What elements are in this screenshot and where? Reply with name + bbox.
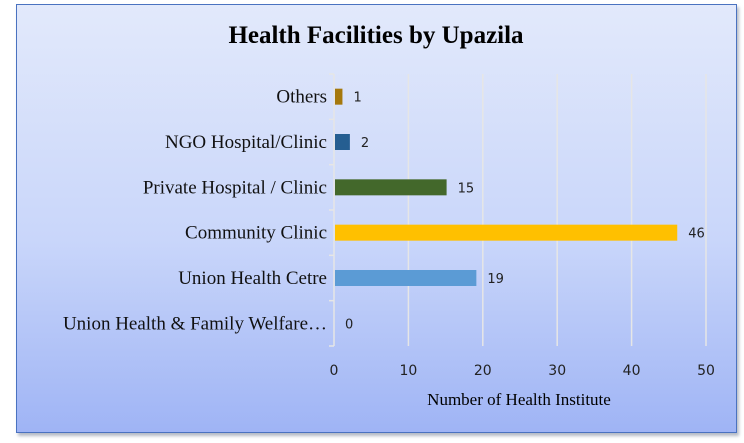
- category-label: Union Health Cetre: [178, 268, 327, 289]
- chart-frame: [16, 4, 737, 433]
- data-label: 2: [361, 136, 369, 151]
- x-tick-label: 40: [623, 363, 641, 379]
- data-label: 0: [345, 317, 353, 332]
- data-label: 1: [353, 91, 361, 106]
- bar: [335, 179, 447, 196]
- category-label: Union Health & Family Welfare…: [63, 313, 327, 334]
- bar: [335, 134, 350, 150]
- bar: [335, 270, 477, 286]
- x-tick-label: 20: [474, 363, 492, 379]
- bar: [335, 88, 343, 105]
- x-tick-label: 50: [697, 363, 715, 379]
- category-label: Community Clinic: [185, 223, 327, 244]
- data-label: 46: [688, 227, 705, 242]
- data-label: 15: [458, 181, 475, 196]
- x-tick-label: 0: [330, 363, 339, 379]
- category-label: Private Hospital / Clinic: [143, 177, 327, 198]
- category-label: Others: [276, 87, 327, 108]
- x-axis-label: Number of Health Institute: [427, 390, 611, 409]
- category-label: NGO Hospital/Clinic: [165, 132, 327, 153]
- bar: [335, 224, 678, 241]
- x-tick-label: 30: [548, 363, 566, 379]
- x-tick-label: 10: [399, 363, 417, 379]
- chart-title: Health Facilities by Upazila: [228, 22, 524, 49]
- data-label: 19: [487, 272, 504, 287]
